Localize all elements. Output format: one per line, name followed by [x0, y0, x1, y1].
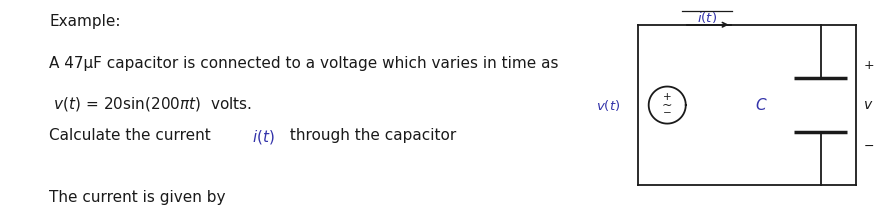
Text: A 47μF capacitor is connected to a voltage which varies in time as: A 47μF capacitor is connected to a volta… [49, 56, 558, 71]
Text: Example:: Example: [49, 14, 120, 29]
Text: $v$: $v$ [863, 98, 874, 112]
Text: $i(t)$: $i(t)$ [698, 10, 717, 25]
Text: ~: ~ [662, 98, 673, 112]
Text: +: + [863, 59, 874, 73]
Text: +: + [663, 92, 672, 102]
Text: −: − [863, 140, 874, 153]
Text: Calculate the current: Calculate the current [49, 128, 216, 143]
Text: $v(t)$: $v(t)$ [596, 98, 620, 112]
Text: $i(t)$: $i(t)$ [252, 128, 275, 146]
Text: through the capacitor: through the capacitor [285, 128, 456, 143]
Text: $v(t)$ = 20sin(200$\pi t$)  volts.: $v(t)$ = 20sin(200$\pi t$) volts. [49, 95, 252, 113]
Text: −: − [663, 108, 672, 118]
Text: $C$: $C$ [755, 97, 767, 113]
Text: The current is given by: The current is given by [49, 190, 226, 205]
